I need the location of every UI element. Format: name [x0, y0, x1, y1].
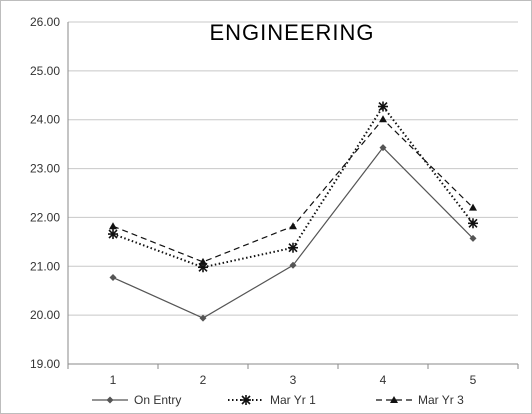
triangle-marker: [390, 396, 398, 403]
triangle-marker: [289, 222, 297, 230]
x-tick-label: 2: [200, 373, 207, 387]
triangle-marker: [469, 203, 477, 211]
x-tick-label: 4: [380, 373, 387, 387]
series-on-entry: [109, 144, 477, 322]
x-tick-labels: 1 2 3 4 5: [110, 373, 477, 387]
y-tick-label: 22.00: [30, 210, 60, 224]
legend-item: Mar Yr 1: [228, 393, 316, 407]
data-point: [106, 396, 114, 404]
y-tick-label: 20.00: [30, 308, 60, 322]
y-tick-label: 23.00: [30, 162, 60, 176]
data-point: [378, 101, 388, 112]
triangle-marker: [109, 222, 117, 230]
diamond-marker: [469, 234, 477, 242]
data-point: [241, 395, 251, 405]
data-point: [390, 396, 398, 403]
x-tick-label: 5: [470, 373, 477, 387]
x-tick-label: 1: [110, 373, 117, 387]
y-tick-label: 24.00: [30, 113, 60, 127]
triangle-marker: [199, 257, 207, 265]
data-point: [469, 203, 477, 211]
data-point: [108, 229, 118, 240]
diamond-marker: [106, 396, 114, 404]
legend-item: On Entry: [92, 393, 181, 407]
y-tick-label: 26.00: [30, 15, 60, 29]
diamond-marker: [379, 144, 387, 152]
y-tick-label: 21.00: [30, 259, 60, 273]
data-point: [109, 222, 117, 230]
diamond-marker: [199, 314, 207, 322]
legend: On Entry Mar Yr 1 Mar Yr 3: [92, 393, 464, 407]
y-tick-labels: 19.00 20.00 21.00 22.00 23.00 24.00 25.00 26.00: [30, 15, 60, 371]
legend-item: Mar Yr 3: [376, 393, 464, 407]
diamond-marker: [289, 261, 297, 269]
chart-title: ENGINEERING: [209, 20, 374, 45]
axes: [67, 22, 519, 369]
data-point: [469, 234, 477, 242]
series-mar-yr-3: [109, 115, 477, 265]
data-point: [379, 144, 387, 152]
data-point: [199, 257, 207, 265]
diamond-marker: [109, 274, 117, 282]
data-point: [289, 222, 297, 230]
x-tick-label: 3: [290, 373, 297, 387]
series-group: [108, 101, 478, 322]
y-tick-label: 25.00: [30, 64, 60, 78]
data-point: [199, 314, 207, 322]
legend-label: On Entry: [134, 393, 181, 407]
triangle-marker: [379, 115, 387, 123]
data-point: [379, 115, 387, 123]
data-point: [288, 242, 298, 253]
data-point: [289, 261, 297, 269]
gridlines: [68, 21, 518, 316]
data-point: [109, 274, 117, 282]
legend-label: Mar Yr 1: [270, 393, 316, 407]
data-point: [468, 218, 478, 229]
y-tick-label: 19.00: [30, 357, 60, 371]
legend-label: Mar Yr 3: [418, 393, 464, 407]
